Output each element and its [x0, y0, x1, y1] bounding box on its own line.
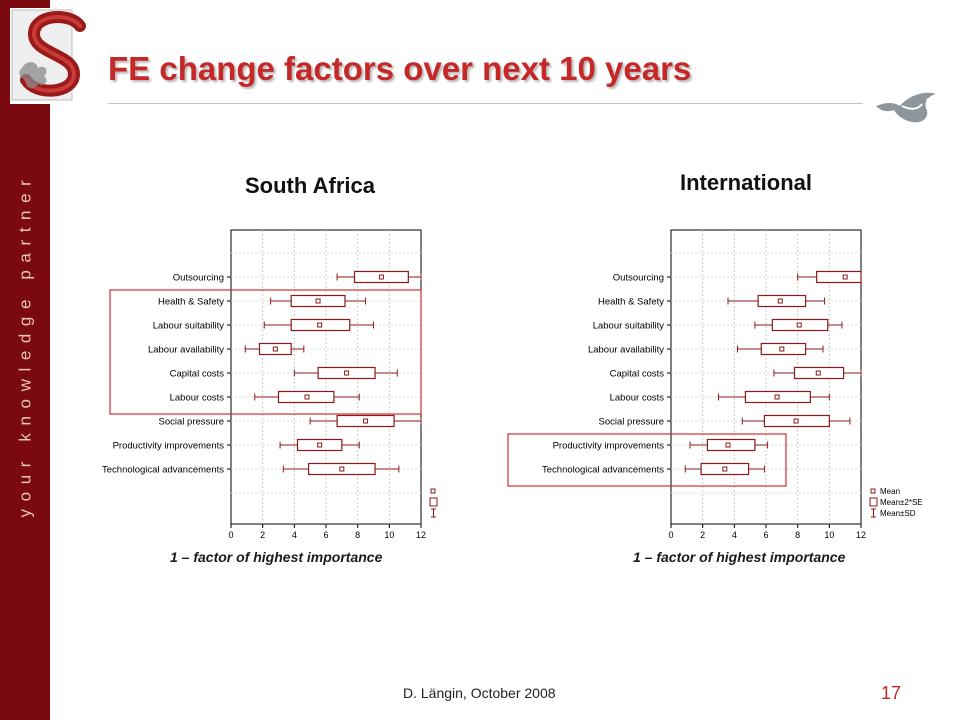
- mean-marker: [315, 298, 321, 304]
- mean-marker: [774, 394, 780, 400]
- slide-title: FE change factors over next 10 years: [108, 50, 692, 87]
- category-label: Health & Safety: [158, 297, 224, 308]
- footer-author-date: D. Längin, October 2008: [403, 685, 556, 701]
- category-label: Labour suitability: [153, 321, 225, 332]
- chart-caption-international: 1 – factor of highest importance: [633, 549, 846, 565]
- legend-label-mean: Mean: [880, 487, 900, 496]
- mean-marker: [722, 466, 728, 472]
- x-tick-label: 6: [323, 530, 328, 540]
- legend-mean-marker: [430, 488, 436, 494]
- category-label: Health & Safety: [598, 297, 664, 308]
- university-logo-icon: [10, 8, 94, 104]
- category-label: Capital costs: [610, 369, 665, 380]
- category-label: Technological advancements: [102, 465, 224, 476]
- category-label: Productivity improvements: [553, 441, 665, 452]
- boxplot-chart-south-africa: 0 2 4 6 8 10 12 Outsourcing Health & Safety Labou…: [102, 229, 438, 540]
- legend-label-se: Mean±2*SE: [880, 498, 923, 507]
- x-tick-label: 2: [260, 530, 265, 540]
- mean-marker: [304, 394, 310, 400]
- fish-logo-icon: [876, 92, 936, 123]
- title-divider: [108, 103, 863, 104]
- mean-marker: [796, 322, 802, 328]
- x-tick-label: 8: [355, 530, 360, 540]
- x-tick-label: 12: [856, 530, 866, 540]
- x-tick-label: 10: [824, 530, 834, 540]
- boxplot-chart-international: 0 2 4 6 8 10 12 Outsourcing Health & Safety Labou…: [507, 229, 923, 540]
- category-label: Technological advancements: [542, 465, 664, 476]
- mean-marker: [317, 322, 323, 328]
- category-label: Outsourcing: [613, 273, 664, 284]
- chart-heading-international: International: [680, 170, 813, 195]
- brand-sidebar: your knowledge partner: [0, 0, 50, 720]
- chart-caption-south-africa: 1 – factor of highest importance: [170, 549, 383, 565]
- se-box: [816, 270, 862, 284]
- category-label: Capital costs: [170, 369, 225, 380]
- page-number: 17: [881, 683, 902, 703]
- mean-marker: [777, 298, 783, 304]
- se-box: [706, 438, 756, 452]
- category-label: Outsourcing: [173, 273, 224, 284]
- category-label: Labour availability: [148, 345, 224, 356]
- legend-label-sd: Mean±SD: [880, 509, 916, 518]
- x-tick-label: 4: [292, 530, 297, 540]
- mean-marker: [317, 442, 323, 448]
- mean-marker: [378, 274, 384, 280]
- tagline: your knowledge partner: [15, 172, 34, 518]
- category-label: Labour costs: [610, 393, 665, 404]
- mean-marker: [363, 418, 369, 424]
- highlight-box: [507, 433, 787, 487]
- x-tick-label: 6: [763, 530, 768, 540]
- category-label: Labour availability: [588, 345, 664, 356]
- x-tick-label: 0: [668, 530, 673, 540]
- legend-se-box: [429, 497, 438, 507]
- mean-marker: [779, 346, 785, 352]
- x-tick-label: 8: [795, 530, 800, 540]
- mean-marker: [793, 418, 799, 424]
- category-label: Social pressure: [159, 417, 224, 428]
- legend-mean-marker: [870, 488, 876, 494]
- category-label: Labour costs: [170, 393, 225, 404]
- category-label: Productivity improvements: [113, 441, 225, 452]
- x-tick-label: 12: [416, 530, 426, 540]
- mean-marker: [272, 346, 278, 352]
- chart-heading-south-africa: South Africa: [245, 173, 375, 198]
- mean-marker: [815, 370, 821, 376]
- x-tick-label: 10: [384, 530, 394, 540]
- category-label: Social pressure: [599, 417, 664, 428]
- x-tick-label: 0: [228, 530, 233, 540]
- mean-marker: [842, 274, 848, 280]
- mean-marker: [339, 466, 345, 472]
- legend-se-box: [869, 497, 878, 507]
- mean-marker: [725, 442, 731, 448]
- x-tick-label: 2: [700, 530, 705, 540]
- highlight-box: [109, 289, 422, 415]
- mean-marker: [344, 370, 350, 376]
- category-label: Labour suitability: [593, 321, 665, 332]
- x-tick-label: 4: [732, 530, 737, 540]
